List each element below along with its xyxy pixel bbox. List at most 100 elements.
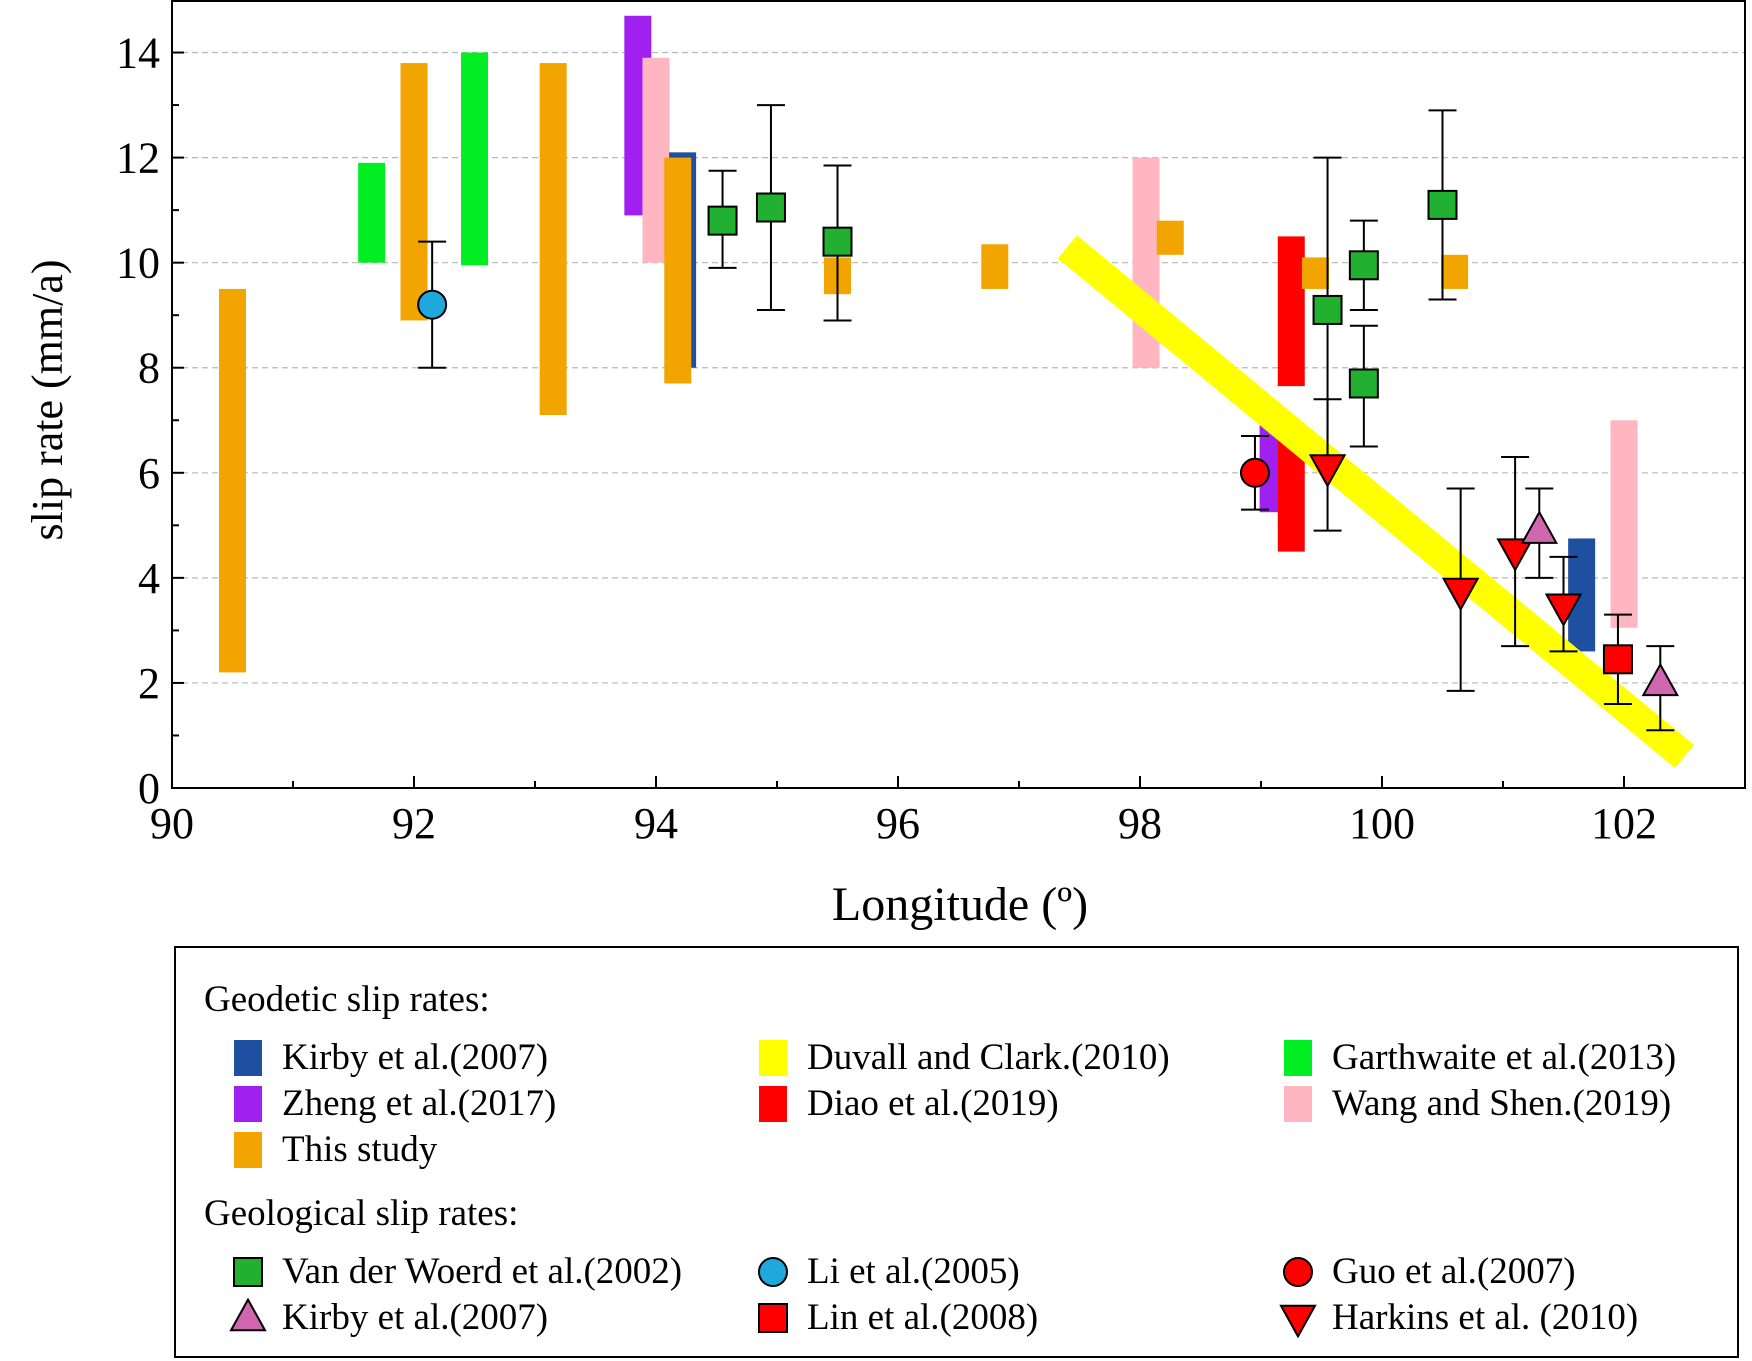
legend-marker <box>1279 1304 1317 1338</box>
slip-rate-chart: 90 92 94 96 98 100 102 0 2 4 6 8 10 12 14 Longitude (º… <box>23 0 1746 931</box>
legend-swatch <box>1284 1040 1312 1076</box>
data-point-kirby_geological <box>1641 645 1679 732</box>
y-tick-label: 8 <box>138 344 160 393</box>
data-point-guo <box>1239 435 1270 511</box>
data-point-harkins <box>1544 555 1583 653</box>
marker-circle <box>1239 457 1270 488</box>
legend-symbol <box>234 1040 262 1076</box>
y-tick-label: 4 <box>138 554 160 603</box>
legend-symbol <box>229 1298 267 1332</box>
legend-swatch <box>234 1132 262 1168</box>
y-tick-label: 6 <box>138 449 160 498</box>
marker-square <box>1427 189 1458 220</box>
legend-symbol <box>1284 1040 1312 1076</box>
legend-symbol <box>1283 1257 1313 1287</box>
duvall-band <box>1057 235 1695 769</box>
range-bar-this_study <box>400 63 428 321</box>
y-tick-label: 14 <box>116 29 160 78</box>
marker-square <box>1602 644 1633 675</box>
legend-swatch <box>759 1086 787 1122</box>
legend-label: Harkins et al. (2010) <box>1332 1297 1639 1338</box>
data-point-vanderwoerd <box>707 169 738 269</box>
y-tick-label: 2 <box>138 659 160 708</box>
marker-square <box>755 192 786 223</box>
x-tick-label: 92 <box>392 799 436 848</box>
data-point-lin <box>1602 613 1633 705</box>
range-bar-this_study <box>539 63 567 416</box>
geodetic-ranges <box>219 15 1638 673</box>
data-point-vanderwoerd <box>822 164 853 322</box>
x-tick-label: 98 <box>1118 799 1162 848</box>
range-bar-diao <box>1277 236 1305 387</box>
marker-triangle-up <box>1641 662 1679 697</box>
y-tick-label: 0 <box>138 764 160 813</box>
legend-label: Kirby et al.(2007) <box>282 1297 549 1338</box>
legend-marker <box>758 1257 788 1287</box>
data-point-vanderwoerd <box>755 104 786 311</box>
data-point-kirby_geological <box>1520 487 1558 579</box>
x-tick-label: 90 <box>150 799 194 848</box>
legend-swatch <box>759 1040 787 1076</box>
data-point-li <box>417 240 448 369</box>
legend-swatch <box>234 1040 262 1076</box>
y-tick-label: 10 <box>116 239 160 288</box>
marker-square <box>1348 250 1379 281</box>
y-axis-label: slip rate (mm/a) <box>23 259 72 540</box>
legend-label: Zheng et al.(2017) <box>282 1083 557 1124</box>
y-tick-label: 12 <box>116 134 160 183</box>
data-point-vanderwoerd <box>1348 219 1379 311</box>
marker-triangle-down <box>1308 454 1347 488</box>
legend-marker <box>1283 1257 1313 1287</box>
legend-label: This study <box>282 1129 438 1170</box>
marker-square <box>707 205 738 236</box>
range-bar-garthwaite <box>358 162 386 263</box>
x-tick-label: 94 <box>634 799 678 848</box>
legend-geodetic-title: Geodetic slip rates: <box>204 979 490 1020</box>
data-point-harkins <box>1308 398 1347 532</box>
legend-label: Lin et al.(2008) <box>807 1297 1039 1338</box>
range-bar-this_study <box>1441 254 1469 289</box>
x-tick-label: 102 <box>1591 799 1657 848</box>
legend-label: Van der Woerd et al.(2002) <box>282 1251 683 1292</box>
legend-label: Kirby et al.(2007) <box>282 1037 549 1078</box>
legend-label: Diao et al.(2019) <box>807 1083 1059 1124</box>
legend-marker <box>758 1303 788 1333</box>
data-point-harkins <box>1441 487 1480 692</box>
marker-triangle-down <box>1544 593 1583 628</box>
legend: Geodetic slip rates: Kirby et al.(2007) D… <box>174 946 1739 1358</box>
legend-symbol <box>234 1132 262 1168</box>
geological-points <box>417 104 1679 732</box>
range-bar-this_study <box>1156 220 1184 255</box>
legend-label: Li et al.(2005) <box>807 1251 1020 1292</box>
legend-label: Duvall and Clark.(2010) <box>807 1037 1170 1078</box>
range-bar-garthwaite <box>461 52 488 266</box>
duvall-band-line <box>1057 235 1695 769</box>
marker-square <box>1348 368 1379 399</box>
legend-label: Garthwaite et al.(2013) <box>1332 1037 1677 1078</box>
legend-symbol <box>759 1040 787 1076</box>
plot-frame <box>171 0 1746 789</box>
legend-symbol <box>233 1257 263 1287</box>
legend-swatch <box>234 1086 262 1122</box>
legend-swatch <box>1284 1086 1312 1122</box>
legend-symbol <box>1279 1304 1317 1338</box>
marker-square <box>822 226 853 257</box>
data-point-vanderwoerd <box>1348 324 1379 448</box>
legend-geological-title: Geological slip rates: <box>204 1193 519 1234</box>
range-bar-this_study <box>664 157 692 384</box>
marker-triangle-down <box>1441 577 1480 612</box>
legend-symbol <box>758 1257 788 1287</box>
marker-circle <box>417 289 448 320</box>
legend-symbol <box>234 1086 262 1122</box>
x-tick-label: 100 <box>1349 799 1415 848</box>
x-axis-label: Longitude (º) <box>832 878 1088 931</box>
marker-triangle-down <box>1496 538 1534 573</box>
legend-label: Wang and Shen.(2019) <box>1332 1083 1672 1124</box>
range-bar-wang <box>1610 420 1638 628</box>
legend-symbol <box>759 1086 787 1122</box>
range-bar-this_study <box>981 244 1009 289</box>
range-bar-this_study <box>1301 257 1329 289</box>
marker-triangle-up <box>1520 510 1558 544</box>
range-bar-diao <box>1277 441 1305 552</box>
marker-square <box>1312 294 1343 325</box>
